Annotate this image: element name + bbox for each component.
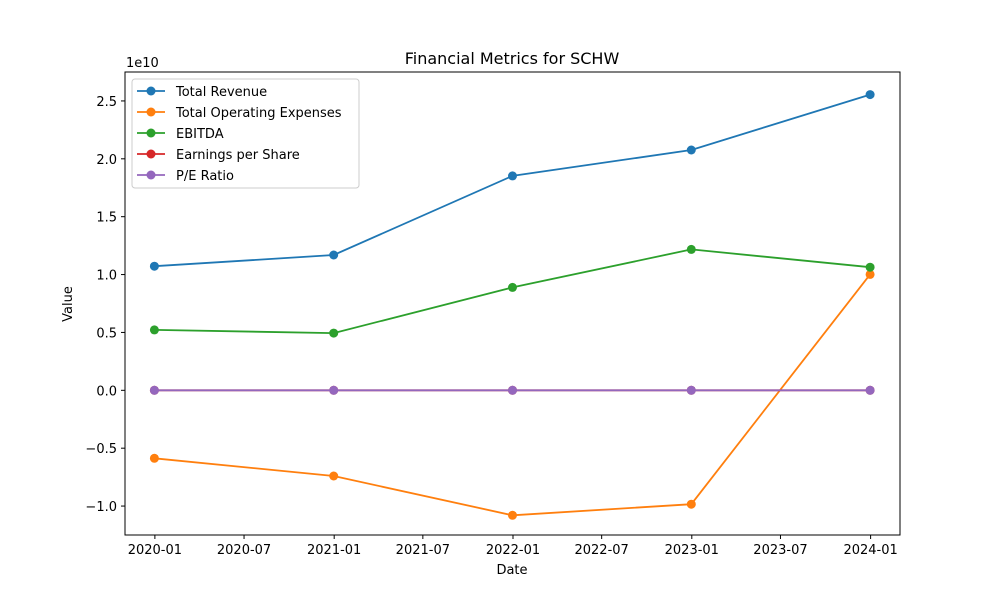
y-tick-label: 1.0 <box>96 269 117 284</box>
series-ebitda <box>149 244 875 338</box>
series-total-revenue <box>149 90 875 271</box>
legend-label: EBITDA <box>176 127 224 142</box>
x-tick-label: 2023-01 <box>665 543 719 558</box>
x-tick-label: 2020-01 <box>128 543 182 558</box>
x-tick-label: 2024-01 <box>843 543 897 558</box>
legend-label: Total Operating Expenses <box>175 106 342 121</box>
data-point-total-revenue <box>329 250 339 260</box>
y-tick-label: 0.0 <box>96 384 117 399</box>
x-tick-label: 2022-07 <box>574 543 628 558</box>
data-point-total-revenue <box>508 171 517 181</box>
data-point-total-revenue <box>865 90 875 100</box>
x-tick-label: 2021-07 <box>396 543 450 558</box>
x-tick-label: 2021-01 <box>307 543 361 558</box>
y-axis-label: Value <box>61 286 76 322</box>
series-total-operating-expenses <box>149 269 875 520</box>
data-point-total-operating-expenses <box>865 269 875 279</box>
data-point-total-operating-expenses <box>329 471 339 481</box>
data-point-p-e-ratio <box>865 385 875 395</box>
y-tick-label: 1.5 <box>96 211 117 226</box>
legend-box <box>131 78 360 189</box>
plot-frame <box>124 71 901 536</box>
data-point-p-e-ratio <box>686 385 696 395</box>
y-tick-label: 0.5 <box>96 326 117 341</box>
legend-marker <box>146 128 156 138</box>
y-offset-label: 1e10 <box>126 56 159 71</box>
x-tick-label: 2022-01 <box>486 543 540 558</box>
x-tick-label: 2020-07 <box>217 543 271 558</box>
x-axis-label: Date <box>496 563 527 578</box>
y-tick-label: −0.5 <box>85 442 117 457</box>
legend: Total Revenue Total Operating Expenses EBI… <box>131 78 360 189</box>
legend-label: P/E Ratio <box>176 169 234 184</box>
legend-marker <box>146 86 156 96</box>
data-point-total-operating-expenses <box>149 453 159 463</box>
data-point-total-revenue <box>686 145 696 155</box>
y-tick-label: 2.5 <box>96 95 117 110</box>
legend-marker <box>146 149 156 159</box>
data-point-ebitda <box>149 325 159 335</box>
series-p-e-ratio <box>149 385 875 395</box>
data-point-p-e-ratio <box>329 385 339 395</box>
axis-ticks: 2020-01 2020-07 2021-01 2021-07 2022-01 2022-… <box>85 95 897 558</box>
data-point-ebitda <box>508 282 517 292</box>
x-tick-label: 2023-07 <box>753 543 807 558</box>
data-point-p-e-ratio <box>508 385 517 395</box>
legend-marker <box>146 107 156 117</box>
data-point-ebitda <box>686 244 696 254</box>
data-point-total-operating-expenses <box>508 510 517 520</box>
series-layer <box>149 90 875 520</box>
legend-label: Earnings per Share <box>176 148 300 163</box>
y-tick-label: 2.0 <box>96 153 117 168</box>
data-point-total-operating-expenses <box>686 499 696 509</box>
legend-label: Total Revenue <box>175 85 267 100</box>
data-point-ebitda <box>329 328 339 338</box>
chart-title: Financial Metrics for SCHW <box>405 49 620 68</box>
legend-marker <box>146 170 156 180</box>
data-point-total-revenue <box>149 261 159 271</box>
data-point-ebitda <box>865 262 875 272</box>
y-tick-label: −1.0 <box>85 500 117 515</box>
data-point-p-e-ratio <box>149 385 159 395</box>
